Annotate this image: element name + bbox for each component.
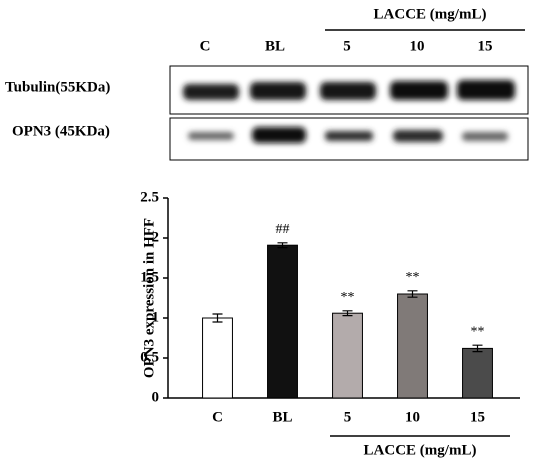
error-bar — [212, 313, 223, 323]
blot-group-label: LACCE (mg/mL) — [374, 6, 487, 22]
y-tick-label: 2 — [152, 229, 160, 245]
y-tick-label: 1.5 — [140, 269, 159, 285]
y-tick-label: 2.5 — [140, 189, 159, 205]
bar — [332, 312, 363, 399]
bar — [397, 293, 428, 399]
bar — [462, 347, 493, 399]
error-bar — [342, 310, 353, 317]
x-tick-label: C — [212, 409, 223, 425]
lane-label: 15 — [478, 38, 493, 54]
x-tick-label: 10 — [405, 409, 420, 425]
lane-label: C — [200, 38, 211, 54]
significance-label: ** — [341, 290, 355, 305]
error-bar — [407, 290, 418, 298]
error-bar — [472, 344, 483, 353]
error-bar — [277, 242, 288, 249]
significance-label: ** — [471, 324, 485, 339]
x-tick-label: BL — [272, 409, 292, 425]
lane-label: 5 — [343, 38, 351, 54]
blot-bands — [183, 80, 515, 143]
significance-label: ## — [276, 222, 290, 237]
lane-label: BL — [265, 38, 285, 54]
blot-row-label: OPN3 (45KDa) — [12, 123, 110, 139]
x-tick-label: 15 — [470, 409, 485, 425]
y-tick-label: 0.5 — [140, 349, 159, 365]
blot-row-label: Tubulin(55KDa) — [5, 79, 110, 95]
significance-label: ** — [406, 270, 420, 285]
bar — [202, 317, 233, 399]
y-axis-label: OPN3 expression in HFF — [141, 218, 157, 378]
y-tick-label: 1 — [152, 309, 160, 325]
group-label: LACCE (mg/mL) — [364, 442, 477, 458]
x-tick-label: 5 — [344, 409, 352, 425]
y-tick-label: 0 — [152, 389, 160, 405]
lane-label: 10 — [410, 38, 425, 54]
bar — [267, 244, 298, 399]
